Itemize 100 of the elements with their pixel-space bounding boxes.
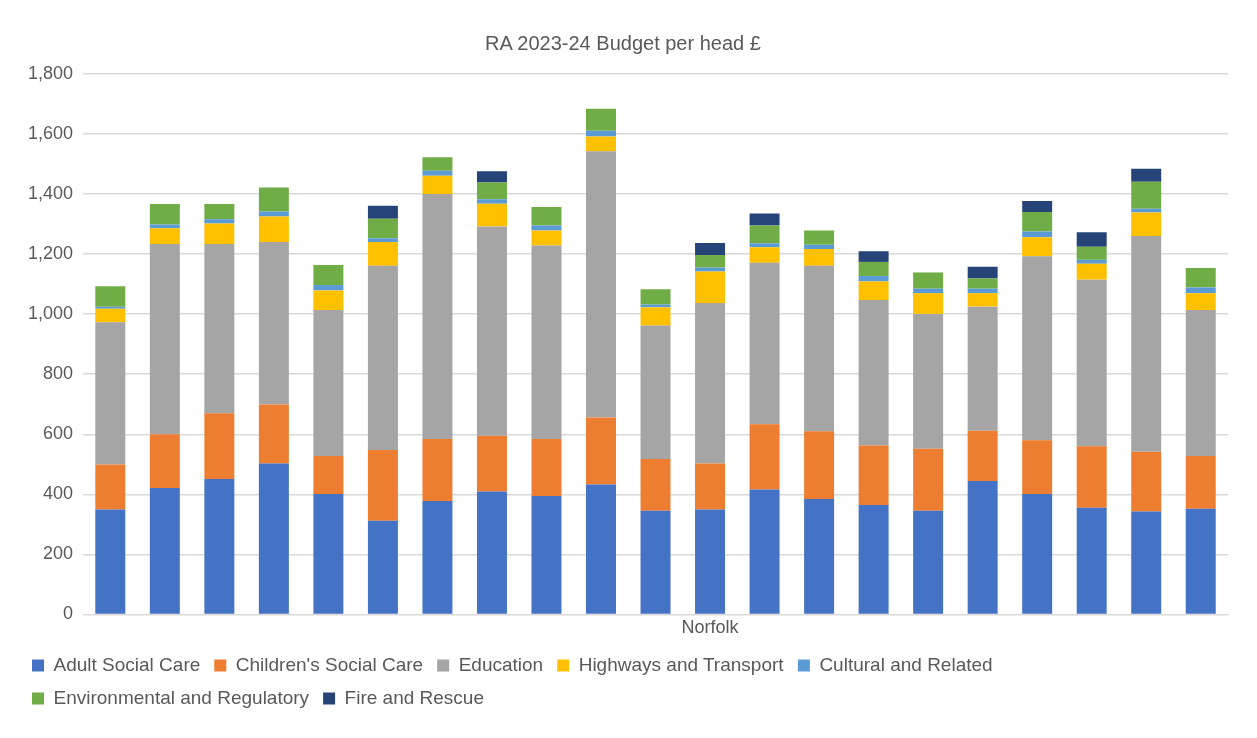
bar <box>586 151 616 418</box>
bar <box>858 445 889 506</box>
bar <box>1131 236 1162 452</box>
bar <box>1185 309 1216 456</box>
bar <box>913 272 944 289</box>
bar <box>858 281 889 301</box>
bar <box>367 242 398 266</box>
bar <box>204 479 235 614</box>
y-tick-label: 1,800 <box>28 62 74 83</box>
bar <box>1131 212 1162 237</box>
bar <box>749 213 780 226</box>
bar <box>804 230 835 245</box>
bar <box>749 489 780 614</box>
bar <box>476 435 507 492</box>
bar <box>967 293 998 307</box>
bar <box>95 308 126 323</box>
bar <box>1185 267 1216 288</box>
bar <box>913 293 944 314</box>
bar <box>313 285 344 291</box>
bar <box>967 430 998 482</box>
bar <box>1022 440 1053 495</box>
bar <box>1185 455 1216 509</box>
bar <box>204 243 235 414</box>
bar <box>804 265 835 432</box>
bar <box>422 194 453 440</box>
bar <box>476 171 507 183</box>
bar <box>804 499 835 614</box>
bar <box>695 509 726 614</box>
bar <box>695 463 726 510</box>
bar <box>204 223 235 244</box>
bar <box>695 267 726 272</box>
bar <box>1131 181 1162 209</box>
bar <box>640 289 671 305</box>
bar <box>1131 168 1162 182</box>
bar <box>1076 446 1107 508</box>
bar <box>476 182 507 200</box>
bar <box>749 225 780 244</box>
bar <box>313 309 344 456</box>
bar <box>95 509 126 614</box>
bar <box>258 463 289 614</box>
bar <box>258 216 289 243</box>
bar <box>1076 263 1107 280</box>
bar <box>1076 507 1107 614</box>
bar <box>640 510 671 614</box>
bar <box>586 136 616 152</box>
bar <box>149 488 180 614</box>
bar <box>531 230 562 246</box>
bar <box>149 434 180 489</box>
bar <box>149 243 180 435</box>
y-tick-label: 1,400 <box>28 183 74 204</box>
bar <box>858 251 889 262</box>
bar <box>804 244 835 250</box>
bar <box>258 211 289 217</box>
bar <box>149 204 180 225</box>
bar <box>367 520 398 614</box>
bar <box>640 325 671 459</box>
bar <box>422 157 453 171</box>
bar <box>531 207 562 226</box>
bar <box>367 205 398 219</box>
y-tick-label: 1,200 <box>28 243 74 264</box>
bar <box>640 307 671 326</box>
x-tick-label: Norfolk <box>681 617 740 638</box>
bar <box>1076 232 1107 247</box>
bar <box>1185 287 1216 294</box>
chart-title: RA 2023-24 Budget per head £ <box>485 31 761 54</box>
bar <box>913 448 944 511</box>
bar <box>531 496 562 614</box>
bar <box>1185 293 1216 310</box>
legend-label: Children's Social Care <box>235 653 424 675</box>
bar <box>149 228 180 244</box>
bar <box>858 276 889 282</box>
bar <box>313 455 344 495</box>
bar <box>531 439 562 497</box>
bar <box>804 249 835 266</box>
bar <box>695 255 726 268</box>
bar <box>1022 256 1053 441</box>
bar <box>1185 508 1216 614</box>
bar <box>1076 246 1107 260</box>
y-tick-label: 0 <box>63 603 74 624</box>
legend-label: Cultural and Related <box>819 653 993 675</box>
bar <box>258 187 289 212</box>
bar <box>422 439 453 501</box>
bar <box>367 449 398 521</box>
bar <box>695 243 726 256</box>
bar <box>1022 237 1053 257</box>
legend-label: Environmental and Regulatory <box>53 686 310 708</box>
bar <box>967 266 998 279</box>
bar <box>476 491 507 614</box>
bar <box>858 300 889 446</box>
legend-label: Fire and Rescue <box>344 686 484 708</box>
bar <box>367 218 398 239</box>
bar <box>913 313 944 449</box>
bar <box>749 262 780 425</box>
y-tick-label: 1,600 <box>28 123 74 144</box>
bar <box>695 271 726 304</box>
bar <box>95 322 126 465</box>
bar <box>586 417 616 485</box>
bar <box>749 424 780 490</box>
bar <box>640 458 671 511</box>
bar <box>586 108 616 131</box>
